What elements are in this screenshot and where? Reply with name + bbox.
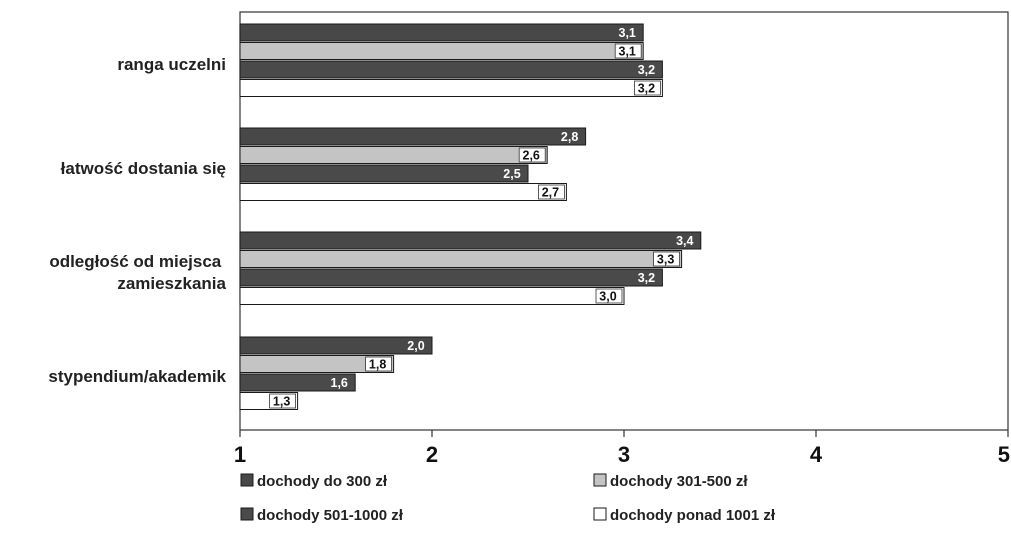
legend-label-0: dochody do 300 zł [257,473,388,490]
x-tick-label-1: 1 [234,442,246,467]
value-label-c3-s0: 2,0 [407,339,424,353]
value-label-c0-s3: 3,2 [638,82,655,96]
bar-c0-s3 [239,79,663,97]
legend-swatch-3 [593,507,607,521]
value-label-box-c0-s3 [634,80,661,96]
x-tick-label-3: 3 [618,442,630,467]
value-label-box-c1-s3 [538,184,565,200]
value-label-c1-s2: 2,5 [503,167,520,181]
category-label-0: ranga uczelni [117,55,226,74]
bar-c1-s3 [239,183,567,201]
category-label-2-line2: zamieszkania [117,274,226,293]
value-label-box-c1-s1 [518,147,546,163]
legend-label-3: dochody ponad 1001 zł [610,507,776,524]
legend-swatch-0 [240,473,254,487]
bar-c3-s2 [239,373,356,392]
bar-c0-s0 [239,23,644,42]
bar-c3-s0 [239,336,433,355]
value-label-box-c2-s1 [653,251,680,267]
value-label-c1-s0: 2,8 [561,130,578,144]
bar-c3-s1 [239,355,395,373]
bars-layer [239,23,702,410]
legend-swatch-2 [240,507,254,521]
bar-c2-s1 [239,250,683,268]
value-label-c2-s3: 3,0 [599,290,616,304]
x-axis-ticks: 1 2 3 4 5 [234,430,1010,467]
bar-c1-s1 [239,146,548,164]
x-tick-label-2: 2 [426,442,438,467]
value-label-box-c2-s3 [595,288,623,304]
value-label-c0-s0: 3,1 [619,26,636,40]
value-label-c1-s1: 2,6 [523,149,540,163]
value-label-c3-s3: 1,3 [273,395,290,409]
x-tick-label-5: 5 [998,442,1010,467]
x-tick-label-4: 4 [810,442,823,467]
value-label-c0-s2: 3,2 [638,63,655,77]
value-label-c2-s2: 3,2 [638,271,655,285]
value-label-c1-s3: 2,7 [542,186,559,200]
bar-c0-s2 [239,60,663,79]
value-label-box-c3-s3 [269,393,297,409]
bar-c1-s0 [239,127,587,146]
value-label-box-c0-s1 [614,43,642,59]
category-label-2-line1: odległość od miejsca [49,252,221,271]
bar-c0-s1 [239,42,644,60]
value-label-c2-s0: 3,4 [676,234,693,248]
legend: dochody do 300 zł dochody 301-500 zł docho… [240,473,776,524]
bar-c1-s2 [239,164,529,183]
bar-c2-s3 [239,287,625,305]
value-label-box-c3-s1 [365,356,393,372]
legend-label-2: dochody 501-1000 zł [257,507,404,524]
value-label-c3-s1: 1,8 [369,358,386,372]
value-labels-layer: 3,13,13,23,22,82,62,52,73,43,33,23,02,01… [269,26,694,409]
legend-swatch-1 [593,473,607,487]
bar-c2-s2 [239,268,663,287]
value-label-c0-s1: 3,1 [619,45,636,59]
category-label-3: stypendium/akademik [48,367,226,386]
bar-c2-s0 [239,231,702,250]
value-label-c2-s1: 3,3 [657,253,674,267]
category-label-2: odległość od miejsca zamieszkania [49,252,226,293]
value-label-c3-s2: 1,6 [331,376,348,390]
category-label-1: łatwość dostania się [61,159,226,178]
legend-label-1: dochody 301-500 zł [610,473,748,490]
